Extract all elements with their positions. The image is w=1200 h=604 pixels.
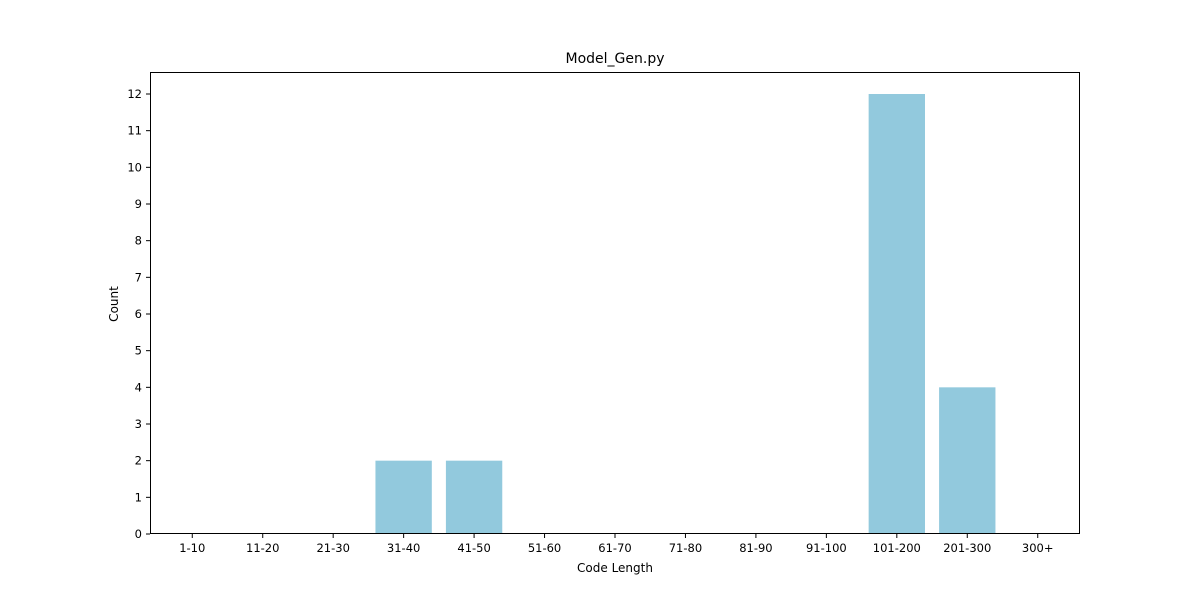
x-ticks-group: 1-10 11-20 21-30 31-40 41-50 51-60 61-70 71-80 8… [179,534,1054,555]
x-tick-label: 31-40 [387,541,420,555]
y-tick-label: 2 [135,454,142,468]
y-tick-label: 12 [127,87,142,101]
bar-41-50 [445,460,503,534]
y-tick-label: 0 [135,527,142,541]
y-tick-label: 1 [135,490,142,504]
chart-title: Model_Gen.py [566,51,665,67]
plot-frame [150,72,1080,534]
y-tick-label: 9 [135,197,142,211]
x-tick-label: 1-10 [179,541,205,555]
x-axis-label: Code Length [577,561,653,575]
y-tick-label: 3 [135,417,142,431]
bar-201-300 [939,387,996,534]
x-tick-label: 300+ [1022,541,1054,555]
y-axis-label: Count [107,286,121,322]
x-tick-label: 71-80 [669,541,702,555]
x-tick-label: 101-200 [873,541,921,555]
y-tick-label: 7 [135,270,142,284]
y-tick-label: 11 [127,124,142,138]
x-tick-label: 11-20 [246,541,279,555]
bar-31-40 [375,460,432,534]
bar-101-200 [868,94,925,534]
x-tick-label: 201-300 [943,541,991,555]
bars-group [375,94,996,534]
y-tick-label: 5 [135,344,142,358]
x-tick-label: 91-100 [806,541,847,555]
x-tick-label: 21-30 [316,541,349,555]
x-tick-label: 41-50 [457,541,490,555]
y-tick-label: 4 [135,380,142,394]
y-tick-label: 6 [135,307,142,321]
y-tick-label: 8 [135,234,142,248]
x-tick-label: 81-90 [739,541,772,555]
x-tick-label: 61-70 [598,541,631,555]
x-tick-label: 51-60 [528,541,561,555]
y-tick-label: 10 [127,160,142,174]
